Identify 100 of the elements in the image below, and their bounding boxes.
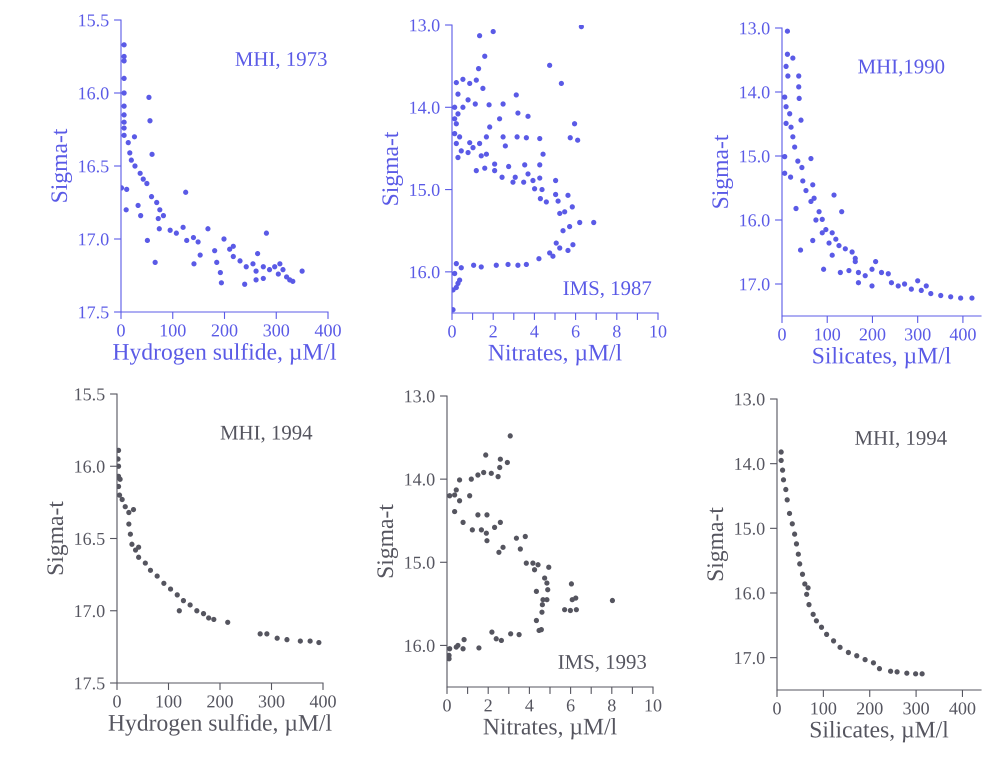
point [904, 670, 910, 676]
point [117, 484, 122, 490]
x-tick-label: 100 [156, 695, 182, 708]
y-tick-label: 13.0 [410, 19, 440, 32]
x-tick-label: 300 [264, 324, 290, 337]
annotation: IMS, 1987 [563, 281, 652, 298]
annotation: IMS, 1993 [558, 654, 646, 672]
point [126, 521, 132, 527]
x-tick-label: 2 [484, 699, 492, 712]
point [298, 638, 303, 644]
x-tick-label: 400 [314, 324, 341, 337]
point [837, 644, 843, 650]
point [117, 492, 122, 498]
x-tick-label: 400 [950, 328, 976, 341]
x-tick-label: 0 [778, 328, 786, 341]
point [258, 631, 263, 636]
point [168, 586, 174, 592]
point [180, 598, 186, 604]
y-tick-label: 13.0 [740, 22, 770, 35]
x-axis-title: Nitrates, µM/l [488, 344, 622, 366]
x-axis-title: Silicates, µM/l [813, 346, 951, 368]
x-tick-label: 200 [207, 695, 233, 708]
x-tick-label: 8 [608, 699, 616, 712]
y-tick-label: 14.0 [735, 458, 765, 470]
y-axis-title: Sigma-t [707, 507, 728, 580]
x-tick-label: 300 [258, 695, 284, 708]
point [200, 611, 206, 616]
point [894, 669, 900, 674]
y-tick-label: 15.5 [75, 388, 104, 401]
x-tick-label: 8 [612, 325, 621, 338]
point [316, 640, 322, 646]
y-axis-title: Sigma-t [712, 134, 734, 208]
point [824, 632, 830, 637]
point [802, 581, 808, 587]
point [122, 504, 128, 510]
x-tick-label: 300 [903, 702, 929, 715]
x-tick-label: 0 [773, 702, 781, 715]
x-tick-label: 2 [489, 325, 497, 338]
point [136, 554, 142, 560]
point [806, 602, 812, 608]
y-tick-label: 16.0 [75, 460, 105, 473]
x-tick-label: 0 [117, 324, 125, 337]
point [810, 612, 816, 617]
point [206, 615, 212, 621]
point [854, 653, 860, 658]
x-axis-title: Hydrogen sulfide, µM/l [113, 342, 336, 365]
point [830, 638, 836, 644]
y-tick-label: 14.0 [740, 86, 770, 99]
y-tick-label: 17.0 [740, 278, 770, 291]
point [797, 561, 802, 566]
x-tick-label: 200 [212, 324, 238, 337]
x-tick-label: 4 [525, 699, 534, 712]
point [888, 668, 894, 674]
y-tick-label: 13.0 [735, 393, 765, 406]
point [211, 616, 216, 622]
point [136, 544, 142, 550]
point [920, 671, 925, 676]
y-tick-label: 15.0 [410, 184, 440, 196]
y-tick-label: 17.5 [75, 677, 104, 690]
x-tick-label: 300 [905, 328, 931, 341]
point [862, 657, 868, 662]
point [870, 660, 876, 666]
annotation: MHI, 1994 [220, 426, 312, 443]
y-tick-label: 16.5 [75, 532, 104, 546]
y-axis-title: Sigma-t [51, 128, 72, 202]
y-tick-label: 15.5 [79, 14, 108, 27]
point [814, 618, 820, 624]
point [128, 532, 133, 537]
point [794, 541, 800, 546]
y-tick-label: 17.0 [79, 233, 109, 246]
y-tick-label: 16.0 [410, 266, 440, 278]
x-tick-label: 200 [860, 328, 886, 341]
y-tick-label: 17.0 [735, 652, 765, 664]
point [778, 449, 784, 455]
x-tick-label: 6 [572, 325, 580, 338]
y-tick-label: 17.5 [79, 306, 108, 319]
point [804, 592, 810, 597]
y-tick-label: 14.0 [405, 473, 435, 486]
point [805, 585, 811, 590]
point [783, 486, 788, 492]
point [188, 602, 193, 608]
x-tick-label: 100 [815, 328, 840, 341]
y-tick-label: 16.5 [79, 160, 108, 173]
point [117, 464, 122, 469]
point [117, 476, 123, 482]
point [148, 568, 154, 573]
y-tick-label: 13.0 [405, 390, 435, 403]
point [154, 573, 160, 579]
x-tick-label: 0 [113, 695, 121, 708]
annotation: MHI,1990 [858, 59, 944, 77]
y-tick-label: 16.0 [735, 587, 765, 600]
y-tick-label: 15.0 [740, 150, 770, 163]
point [126, 510, 132, 516]
x-tick-label: 10 [650, 325, 666, 338]
y-axis-title: Sigma-t [47, 501, 68, 574]
x-tick-label: 6 [566, 699, 575, 712]
x-tick-label: 400 [310, 695, 336, 708]
point [129, 542, 135, 547]
point [780, 468, 786, 473]
point [120, 496, 125, 502]
